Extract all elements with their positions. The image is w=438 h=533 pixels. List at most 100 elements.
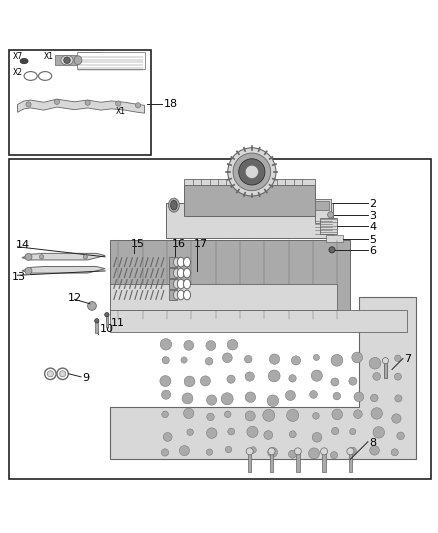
Circle shape bbox=[181, 357, 187, 363]
Ellipse shape bbox=[173, 269, 180, 278]
Polygon shape bbox=[110, 297, 416, 459]
Circle shape bbox=[395, 373, 401, 380]
Circle shape bbox=[395, 395, 402, 402]
Text: X7: X7 bbox=[13, 52, 23, 61]
Circle shape bbox=[313, 354, 319, 360]
Circle shape bbox=[223, 353, 232, 362]
Circle shape bbox=[227, 340, 238, 350]
Circle shape bbox=[182, 393, 193, 404]
Ellipse shape bbox=[184, 290, 191, 300]
Circle shape bbox=[179, 446, 190, 456]
Circle shape bbox=[160, 338, 172, 350]
Text: X1: X1 bbox=[116, 107, 126, 116]
Text: 4: 4 bbox=[369, 222, 376, 232]
Circle shape bbox=[206, 341, 216, 351]
Circle shape bbox=[207, 395, 217, 405]
Circle shape bbox=[328, 212, 334, 218]
Circle shape bbox=[246, 448, 253, 455]
Text: WARNING: WARNING bbox=[78, 52, 102, 56]
Circle shape bbox=[332, 409, 343, 419]
Circle shape bbox=[162, 390, 171, 399]
Bar bbox=[184, 179, 315, 185]
Circle shape bbox=[369, 358, 381, 369]
Bar bbox=[315, 199, 331, 223]
Circle shape bbox=[291, 356, 300, 365]
Circle shape bbox=[206, 449, 212, 455]
Circle shape bbox=[45, 368, 56, 379]
Ellipse shape bbox=[184, 279, 191, 289]
Circle shape bbox=[244, 356, 252, 363]
Bar bbox=[110, 240, 350, 319]
Circle shape bbox=[225, 446, 232, 453]
Circle shape bbox=[163, 432, 172, 441]
Bar bbox=[110, 284, 337, 310]
Circle shape bbox=[83, 255, 88, 259]
Bar bbox=[9, 50, 151, 155]
Circle shape bbox=[184, 408, 194, 418]
Circle shape bbox=[184, 341, 194, 350]
Text: 18: 18 bbox=[164, 100, 178, 109]
Ellipse shape bbox=[184, 257, 191, 267]
Text: 8: 8 bbox=[369, 438, 376, 448]
Bar bbox=[315, 201, 328, 209]
Circle shape bbox=[245, 392, 256, 402]
Circle shape bbox=[187, 429, 194, 435]
Circle shape bbox=[95, 319, 99, 323]
Ellipse shape bbox=[184, 268, 191, 278]
Ellipse shape bbox=[61, 55, 73, 65]
Circle shape bbox=[331, 354, 343, 366]
Circle shape bbox=[313, 413, 319, 419]
Circle shape bbox=[85, 100, 90, 106]
Circle shape bbox=[245, 165, 258, 179]
Ellipse shape bbox=[39, 71, 52, 80]
Circle shape bbox=[333, 392, 341, 400]
Bar bbox=[169, 268, 177, 278]
Text: 11: 11 bbox=[110, 318, 124, 328]
Circle shape bbox=[182, 320, 191, 329]
Circle shape bbox=[264, 431, 273, 439]
Ellipse shape bbox=[173, 280, 180, 288]
Circle shape bbox=[373, 426, 385, 438]
Circle shape bbox=[135, 103, 141, 108]
Circle shape bbox=[200, 376, 210, 386]
Circle shape bbox=[247, 426, 258, 438]
Bar bbox=[184, 185, 315, 216]
Bar bbox=[106, 314, 108, 327]
Circle shape bbox=[160, 318, 168, 325]
Circle shape bbox=[226, 319, 236, 329]
Circle shape bbox=[289, 375, 296, 382]
Text: 15: 15 bbox=[131, 239, 145, 249]
Circle shape bbox=[267, 395, 279, 407]
Circle shape bbox=[308, 448, 320, 459]
Bar bbox=[110, 310, 407, 332]
Text: 14: 14 bbox=[15, 240, 29, 251]
Ellipse shape bbox=[177, 290, 184, 300]
Text: 13: 13 bbox=[12, 272, 26, 281]
Circle shape bbox=[221, 393, 233, 405]
Circle shape bbox=[57, 368, 68, 379]
Ellipse shape bbox=[173, 258, 180, 266]
Circle shape bbox=[391, 449, 398, 456]
Circle shape bbox=[207, 413, 214, 421]
Circle shape bbox=[269, 354, 279, 364]
Circle shape bbox=[349, 377, 357, 385]
Bar bbox=[296, 451, 300, 472]
Circle shape bbox=[268, 370, 280, 382]
Circle shape bbox=[25, 253, 32, 260]
Bar bbox=[384, 361, 387, 378]
Polygon shape bbox=[22, 266, 105, 273]
Bar bbox=[270, 451, 273, 472]
Circle shape bbox=[245, 372, 254, 381]
Text: 5: 5 bbox=[369, 235, 376, 245]
Bar bbox=[349, 451, 352, 472]
Circle shape bbox=[321, 448, 328, 455]
Circle shape bbox=[263, 409, 275, 422]
Bar bbox=[248, 451, 251, 472]
Text: 7: 7 bbox=[404, 354, 411, 365]
Circle shape bbox=[228, 428, 235, 435]
Circle shape bbox=[162, 357, 170, 364]
Circle shape bbox=[395, 355, 401, 361]
Circle shape bbox=[329, 247, 335, 253]
Circle shape bbox=[205, 358, 213, 365]
Circle shape bbox=[116, 101, 121, 106]
